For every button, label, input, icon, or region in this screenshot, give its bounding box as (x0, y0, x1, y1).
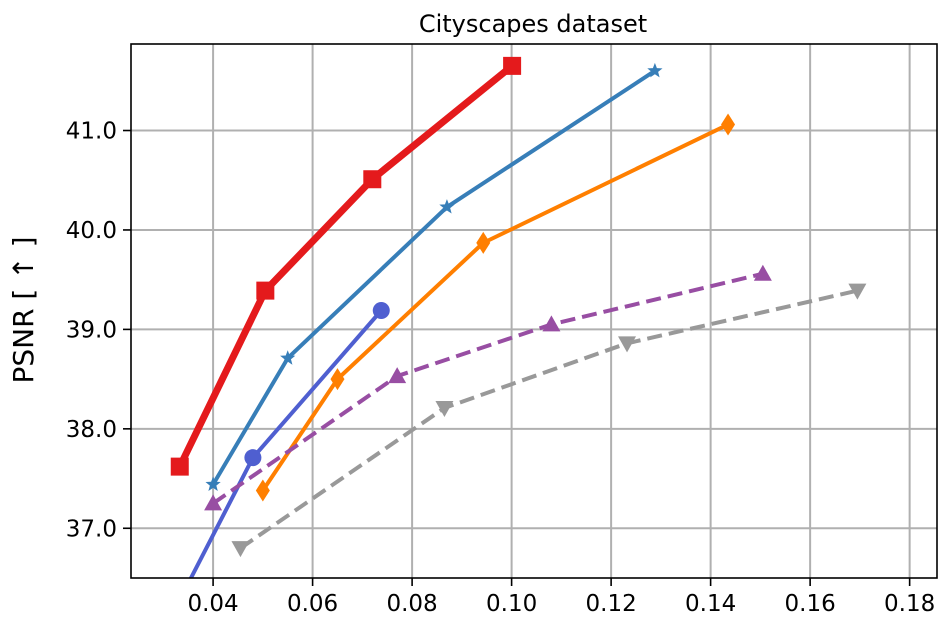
series-line (176, 63, 515, 469)
square-marker (256, 281, 275, 300)
square-marker (170, 457, 189, 476)
triangle-up-marker (753, 264, 772, 281)
axes-layer: 0.04 0.06 0.08 0.10 0.12 0.14 0.16 0.18 37.0 38.0… (66, 43, 938, 617)
series-group (204, 264, 772, 511)
plot-frame (130, 43, 938, 579)
y-tick-label: 37.0 (66, 516, 117, 542)
triangle-down-marker (435, 400, 454, 417)
star-marker (647, 62, 663, 78)
series-group (205, 62, 663, 491)
series-line (239, 288, 858, 550)
diamond-marker (255, 479, 270, 502)
triangle-down-marker (231, 541, 250, 558)
series-line (211, 271, 764, 506)
diamond-marker (476, 231, 491, 254)
circle-marker (372, 302, 390, 320)
square-marker (503, 56, 522, 75)
y-axis-label: PSNR [ ↑ ] (7, 236, 40, 383)
series-group (255, 113, 736, 502)
circle-marker (244, 449, 262, 467)
triangle-down-marker (618, 336, 637, 353)
star-marker (280, 350, 296, 365)
x-tick-label: 0.04 (187, 591, 238, 617)
series-group (231, 283, 867, 558)
series-layer (170, 56, 867, 578)
star-marker (439, 199, 455, 214)
triangle-down-marker (848, 283, 867, 300)
y-tick-label: 38.0 (66, 417, 117, 443)
x-tick-label: 0.16 (785, 591, 836, 617)
y-tick-label: 39.0 (66, 317, 117, 343)
series-line (261, 122, 729, 492)
x-tick-label: 0.06 (287, 591, 338, 617)
x-tick-label: 0.14 (685, 591, 736, 617)
square-marker (363, 170, 382, 189)
y-tick-label: 41.0 (66, 119, 117, 145)
triangle-up-marker (542, 315, 561, 332)
triangle-up-marker (204, 494, 223, 511)
x-tick-label: 0.18 (884, 591, 935, 617)
x-tick-label: 0.08 (386, 591, 437, 617)
y-tick-label: 40.0 (66, 218, 117, 244)
series-line (211, 69, 656, 486)
series-line (188, 309, 383, 578)
x-tick-label: 0.12 (586, 591, 637, 617)
x-tick-label: 0.10 (486, 591, 537, 617)
diamond-marker (721, 113, 736, 136)
series-group (170, 56, 522, 476)
triangle-up-marker (388, 367, 407, 384)
star-marker (205, 476, 221, 491)
series-group (188, 302, 390, 578)
chart-title: Cityscapes dataset (419, 10, 647, 38)
diamond-marker (330, 368, 345, 391)
